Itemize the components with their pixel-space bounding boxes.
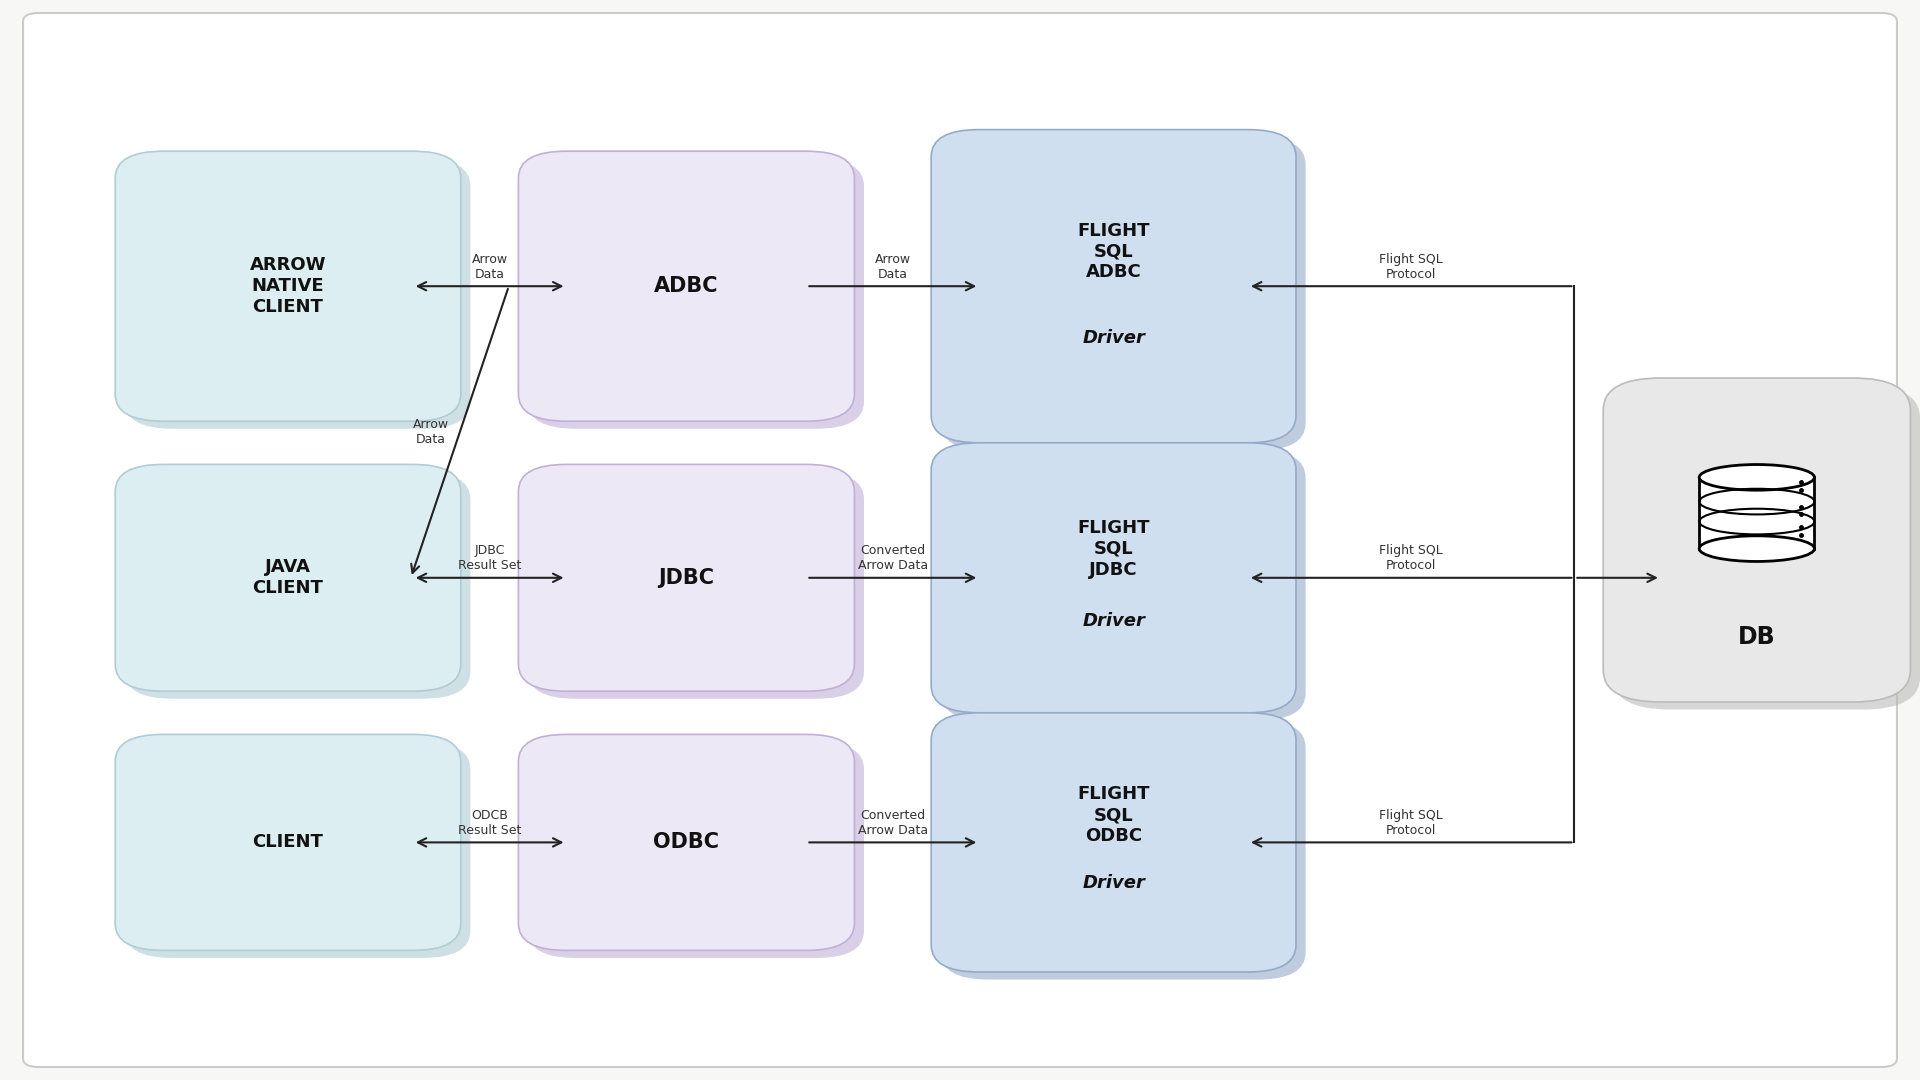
FancyBboxPatch shape (115, 151, 461, 421)
FancyBboxPatch shape (528, 472, 864, 699)
FancyBboxPatch shape (518, 151, 854, 421)
Text: ADBC: ADBC (655, 276, 718, 296)
Ellipse shape (1699, 536, 1814, 562)
FancyBboxPatch shape (125, 472, 470, 699)
Text: Flight SQL
Protocol: Flight SQL Protocol (1379, 809, 1444, 837)
Text: FLIGHT
SQL
ODBC: FLIGHT SQL ODBC (1077, 785, 1150, 845)
FancyBboxPatch shape (518, 734, 854, 950)
FancyBboxPatch shape (115, 464, 461, 691)
FancyBboxPatch shape (931, 713, 1296, 972)
Text: Driver: Driver (1083, 875, 1144, 892)
FancyBboxPatch shape (941, 450, 1306, 720)
FancyBboxPatch shape (23, 13, 1897, 1067)
FancyBboxPatch shape (1603, 378, 1910, 702)
FancyBboxPatch shape (941, 720, 1306, 980)
FancyBboxPatch shape (528, 159, 864, 429)
Text: ARROW
NATIVE
CLIENT: ARROW NATIVE CLIENT (250, 256, 326, 316)
Text: Converted
Arrow Data: Converted Arrow Data (858, 809, 927, 837)
Polygon shape (1699, 477, 1814, 549)
Text: ODCB
Result Set: ODCB Result Set (457, 809, 522, 837)
FancyBboxPatch shape (931, 443, 1296, 713)
Text: CLIENT: CLIENT (253, 834, 323, 851)
Text: JDBC: JDBC (659, 568, 714, 588)
Text: ODBC: ODBC (653, 833, 720, 852)
FancyBboxPatch shape (115, 734, 461, 950)
Text: Arrow
Data: Arrow Data (472, 253, 507, 281)
Ellipse shape (1699, 464, 1814, 490)
Text: Driver: Driver (1083, 329, 1144, 347)
Text: FLIGHT
SQL
JDBC: FLIGHT SQL JDBC (1077, 519, 1150, 579)
FancyBboxPatch shape (125, 159, 470, 429)
FancyBboxPatch shape (125, 742, 470, 958)
FancyBboxPatch shape (518, 464, 854, 691)
Text: Converted
Arrow Data: Converted Arrow Data (858, 544, 927, 572)
FancyBboxPatch shape (941, 137, 1306, 450)
Text: Flight SQL
Protocol: Flight SQL Protocol (1379, 544, 1444, 572)
Text: Arrow
Data: Arrow Data (413, 418, 449, 446)
FancyBboxPatch shape (528, 742, 864, 958)
Text: JAVA
CLIENT: JAVA CLIENT (253, 558, 323, 597)
FancyBboxPatch shape (1613, 386, 1920, 710)
Text: Flight SQL
Protocol: Flight SQL Protocol (1379, 253, 1444, 281)
Text: FLIGHT
SQL
ADBC: FLIGHT SQL ADBC (1077, 221, 1150, 282)
Text: JDBC
Result Set: JDBC Result Set (457, 544, 522, 572)
Text: DB: DB (1738, 625, 1776, 649)
Text: Arrow
Data: Arrow Data (876, 253, 910, 281)
FancyBboxPatch shape (931, 130, 1296, 443)
Text: Driver: Driver (1083, 612, 1144, 630)
